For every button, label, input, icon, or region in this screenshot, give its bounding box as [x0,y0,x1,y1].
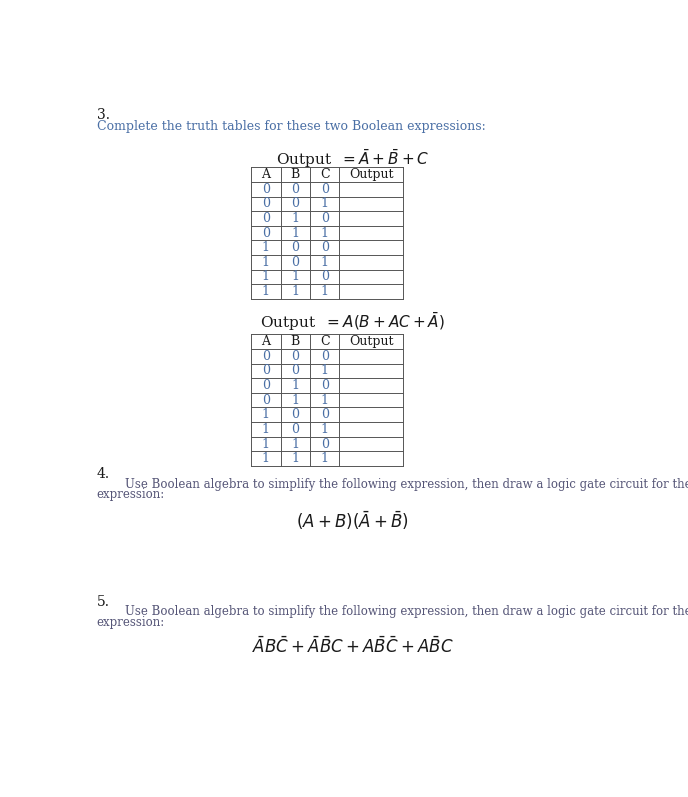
Text: 0: 0 [291,408,299,422]
Text: 0: 0 [321,350,329,363]
Text: 1: 1 [291,379,299,392]
Text: 0: 0 [262,183,270,196]
Text: 0: 0 [321,241,329,254]
Text: 1: 1 [321,285,329,298]
Text: 1: 1 [262,285,270,298]
Text: 1: 1 [321,394,329,406]
Text: 0: 0 [291,198,299,210]
Text: Use Boolean algebra to simplify the following expression, then draw a logic gate: Use Boolean algebra to simplify the foll… [125,477,688,491]
Text: B: B [290,336,300,348]
Text: 0: 0 [262,198,270,210]
Text: 1: 1 [291,226,299,240]
Text: 0: 0 [291,256,299,269]
Text: 0: 0 [291,364,299,378]
Text: 1: 1 [291,285,299,298]
Text: 1: 1 [291,394,299,406]
Text: 0: 0 [321,212,329,225]
Text: C: C [320,168,330,181]
Text: 0: 0 [321,438,329,450]
Text: 1: 1 [262,452,270,465]
Text: 0: 0 [291,350,299,363]
Text: 0: 0 [262,379,270,392]
Text: $\bar{A}B\bar{C}+\bar{A}\bar{B}C+A\bar{B}\bar{C}+A\bar{B}C$: $\bar{A}B\bar{C}+\bar{A}\bar{B}C+A\bar{B… [252,637,453,658]
Text: 1: 1 [262,438,270,450]
Text: 1: 1 [262,408,270,422]
Text: 1: 1 [321,198,329,210]
Text: 1: 1 [321,364,329,378]
Text: 1: 1 [291,270,299,284]
Text: 4.: 4. [97,467,110,481]
Text: 1: 1 [321,452,329,465]
Text: expression:: expression: [97,616,165,629]
Text: 0: 0 [291,183,299,196]
Text: expression:: expression: [97,489,165,501]
Text: 1: 1 [321,423,329,436]
Text: Complete the truth tables for these two Boolean expressions:: Complete the truth tables for these two … [97,120,486,133]
Text: 1: 1 [262,256,270,269]
Text: 3.: 3. [97,108,110,122]
Text: 1: 1 [262,423,270,436]
Text: 0: 0 [262,364,270,378]
Text: 0: 0 [262,350,270,363]
Text: 1: 1 [291,438,299,450]
Text: 0: 0 [321,270,329,284]
Text: 0: 0 [291,241,299,254]
Text: 1: 1 [321,226,329,240]
Text: 1: 1 [291,212,299,225]
Text: 0: 0 [262,394,270,406]
Text: 5.: 5. [97,595,110,609]
Text: 1: 1 [321,256,329,269]
Text: $(A+B)(\bar{A}+\bar{B})$: $(A+B)(\bar{A}+\bar{B})$ [296,509,409,532]
Text: 0: 0 [262,226,270,240]
Text: 0: 0 [321,408,329,422]
Text: 0: 0 [321,379,329,392]
Text: B: B [290,168,300,181]
Text: C: C [320,336,330,348]
Text: Output: Output [349,336,394,348]
Text: Output: Output [349,168,394,181]
Text: 0: 0 [291,423,299,436]
Text: 0: 0 [321,183,329,196]
Text: A: A [261,168,270,181]
Text: Output  $= A(B+AC+\bar{A})$: Output $= A(B+AC+\bar{A})$ [260,312,445,333]
Text: 1: 1 [262,241,270,254]
Text: Use Boolean algebra to simplify the following expression, then draw a logic gate: Use Boolean algebra to simplify the foll… [125,606,688,618]
Text: 1: 1 [291,452,299,465]
Text: A: A [261,336,270,348]
Text: 0: 0 [262,212,270,225]
Text: Output  $= \bar{A}+\bar{B}+C$: Output $= \bar{A}+\bar{B}+C$ [276,148,429,170]
Text: 1: 1 [262,270,270,284]
